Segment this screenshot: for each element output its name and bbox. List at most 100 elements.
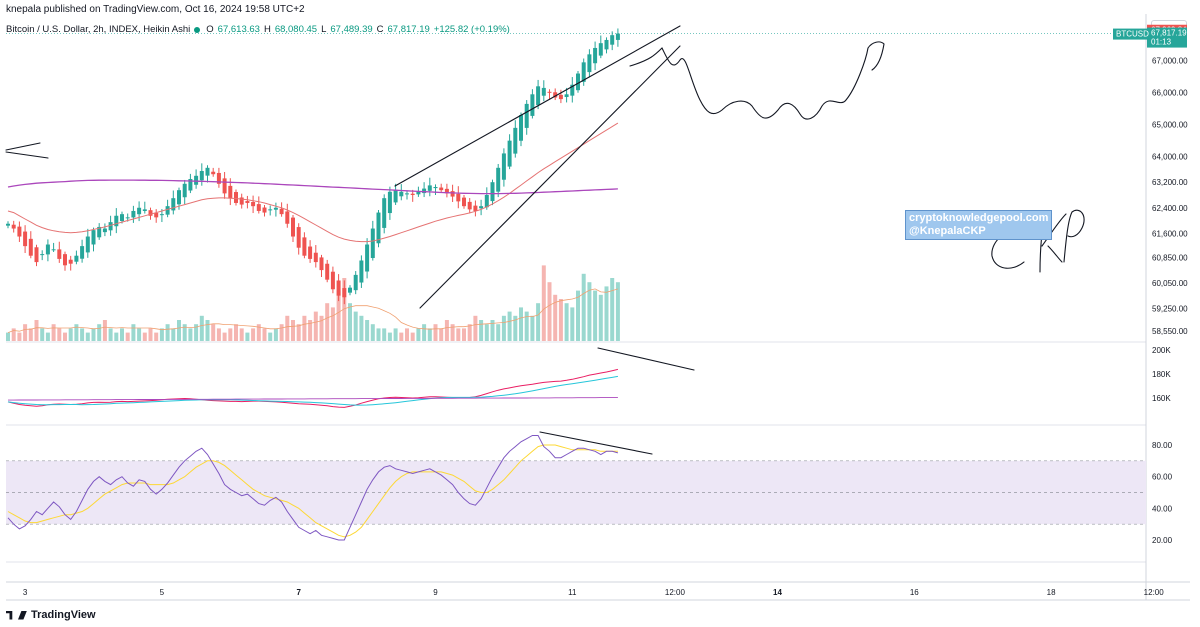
- volume-bar: [581, 273, 586, 341]
- candle-body: [564, 94, 569, 97]
- candle-body: [416, 191, 421, 195]
- volume-bar: [553, 294, 558, 341]
- volume-bar: [222, 332, 227, 341]
- time-tick-label: 5: [160, 588, 165, 597]
- volume-bar: [416, 328, 421, 341]
- low-label: L: [321, 24, 327, 35]
- volume-bar: [108, 328, 113, 341]
- time-tick-label: 16: [910, 588, 919, 597]
- candle-body: [530, 94, 535, 116]
- symbol-title[interactable]: Bitcoin / U.S. Dollar, 2h, INDEX, Heikin…: [6, 24, 191, 35]
- candle-body: [473, 205, 478, 211]
- candle-body: [484, 194, 489, 208]
- trendline-drawing: [394, 25, 681, 187]
- candle-body: [308, 246, 313, 259]
- symbol-marker-label: BTCUSD: [1116, 30, 1149, 39]
- candle-body: [598, 43, 603, 56]
- candle-body: [359, 260, 364, 283]
- volume-bar: [91, 328, 96, 341]
- volume-bar: [319, 315, 324, 341]
- volume-bar: [433, 324, 438, 341]
- ma-fast-line: [7, 122, 619, 243]
- time-tick-label: 14: [773, 588, 782, 597]
- candle-body: [74, 255, 79, 262]
- volume-bar: [154, 332, 159, 341]
- price-tick-label: 64,000.00: [1152, 153, 1188, 162]
- volume-bar: [11, 328, 16, 341]
- candle-body: [97, 226, 102, 238]
- volume-bar: [479, 320, 484, 341]
- candle-body: [450, 191, 455, 197]
- volume-bar: [40, 328, 45, 341]
- volume-bar: [342, 278, 347, 341]
- volume-bar: [262, 328, 267, 341]
- candle-body: [279, 208, 284, 215]
- price-tick-label: 67,000.00: [1152, 57, 1188, 66]
- open-label: O: [206, 24, 214, 35]
- volume-bar: [439, 328, 444, 341]
- volume-bar: [444, 320, 449, 341]
- candle-body: [211, 171, 216, 175]
- candle-body: [370, 228, 375, 259]
- candle-body: [576, 73, 580, 91]
- price-tick-label: 62,400.00: [1152, 204, 1188, 213]
- candle-body: [382, 198, 387, 228]
- volume-bar: [330, 307, 335, 341]
- candle-body: [17, 226, 22, 237]
- volume-bar: [513, 315, 518, 341]
- rsi-tick-label: 20.00: [1152, 536, 1173, 545]
- candle-body: [205, 167, 210, 176]
- volume-bar: [68, 328, 73, 341]
- volume-bar: [279, 324, 284, 341]
- volume-bar: [593, 290, 598, 341]
- candle-body: [228, 185, 233, 199]
- volume-bar: [34, 320, 39, 341]
- volume-bar: [285, 315, 290, 341]
- rsi-tick-label: 80.00: [1152, 441, 1173, 450]
- volume-bar: [462, 328, 466, 341]
- volume-bar: [256, 324, 261, 341]
- volume-bar: [171, 328, 176, 341]
- price-path-drawing: [629, 41, 885, 120]
- candle-body: [120, 214, 124, 221]
- volume-bar: [348, 303, 352, 341]
- footer-brand[interactable]: TradingView: [6, 609, 96, 621]
- volume-bar: [604, 286, 609, 341]
- volume-bars: [6, 265, 620, 341]
- watermark-site: cryptoknowledgepool.com: [909, 212, 1049, 224]
- volume-bar: [393, 328, 398, 341]
- candle-body: [188, 179, 193, 191]
- volume-bar: [382, 328, 387, 341]
- candle-body: [285, 211, 290, 224]
- candle-body: [570, 84, 575, 96]
- candle-body: [587, 54, 592, 73]
- volume-bar: [211, 324, 216, 341]
- close-label: C: [376, 24, 384, 35]
- low-value: 67,489.39: [330, 24, 373, 35]
- close-value: 67,817.19: [387, 24, 430, 35]
- volume-bar: [63, 332, 67, 341]
- volume-bar: [547, 282, 552, 341]
- candle-body: [513, 127, 518, 154]
- volume-bar: [564, 303, 569, 341]
- candle-body: [216, 172, 221, 184]
- volume-bar: [234, 324, 238, 341]
- candle-body: [393, 190, 398, 203]
- candle-body: [131, 210, 136, 218]
- candle-body: [427, 185, 432, 191]
- candle-body: [553, 92, 558, 98]
- volume-bar: [57, 328, 62, 341]
- volume-bar: [615, 282, 620, 341]
- candle-body: [410, 193, 415, 195]
- volume-bar: [325, 303, 330, 341]
- candle-body: [342, 288, 347, 298]
- candle-body: [11, 224, 16, 229]
- volume-bar: [524, 311, 529, 341]
- candle-body: [28, 238, 33, 256]
- publish-caption: knepala published on TradingView.com, Oc…: [6, 4, 305, 15]
- price-tick-label: 59,250.00: [1152, 304, 1188, 313]
- candle-body: [558, 94, 563, 100]
- volume-bar: [530, 315, 535, 341]
- symbol-legend: Bitcoin / U.S. Dollar, 2h, INDEX, Heikin…: [6, 24, 510, 35]
